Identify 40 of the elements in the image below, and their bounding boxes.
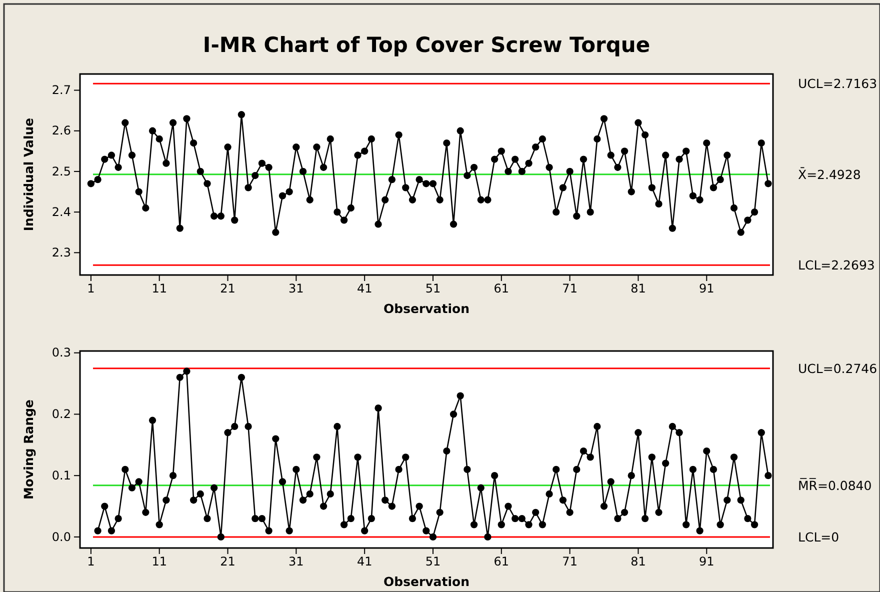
y-tick-label: 2.3 bbox=[52, 246, 71, 260]
x-tick-label: 61 bbox=[494, 554, 510, 569]
ref-line-label: UCL=2.7163 bbox=[798, 76, 878, 91]
ref-line-label: X̄=2.4928 bbox=[798, 166, 861, 182]
x-tick-label: 31 bbox=[288, 282, 304, 296]
y-axis-title: Individual Value bbox=[21, 118, 36, 232]
ref-line-label: M̅R̅=0.0840 bbox=[798, 478, 872, 493]
x-tick-label: 81 bbox=[630, 282, 646, 296]
x-tick-label: 1 bbox=[87, 282, 95, 296]
x-tick-label: 21 bbox=[220, 554, 236, 569]
ref-line-label: UCL=0.2746 bbox=[798, 360, 878, 376]
chart-title: I-MR Chart of Top Cover Screw Torque bbox=[202, 33, 650, 57]
x-tick-label: 51 bbox=[425, 282, 441, 296]
x-axis-title: Observation bbox=[384, 574, 470, 589]
x-tick-label: 31 bbox=[288, 554, 304, 569]
x-tick-label: 61 bbox=[494, 282, 510, 296]
y-tick-label: 0.2 bbox=[52, 407, 71, 422]
x-tick-label: 41 bbox=[356, 554, 372, 569]
x-tick-label: 11 bbox=[152, 554, 167, 569]
x-tick-label: 51 bbox=[425, 554, 441, 569]
y-tick-label: 0.0 bbox=[52, 530, 71, 544]
x-tick-label: 71 bbox=[562, 282, 578, 296]
x-tick-label: 11 bbox=[152, 282, 167, 296]
x-tick-label: 81 bbox=[630, 554, 646, 569]
y-tick-label: 2.4 bbox=[52, 204, 71, 219]
y-tick-label: 0.3 bbox=[52, 346, 71, 360]
x-axis-title: Observation bbox=[384, 301, 470, 316]
y-tick-label: 0.1 bbox=[52, 468, 71, 482]
ref-line-label: LCL=0 bbox=[798, 529, 840, 544]
x-tick-label: 41 bbox=[356, 282, 372, 296]
ref-line-label: LCL=2.2693 bbox=[798, 258, 875, 273]
y-axis-title: Moving Range bbox=[21, 399, 36, 500]
x-tick-label: 21 bbox=[220, 282, 236, 296]
x-tick-label: 1 bbox=[87, 554, 95, 569]
y-tick-label: 2.5 bbox=[52, 164, 71, 178]
y-tick-label: 2.6 bbox=[52, 124, 71, 138]
x-tick-label: 91 bbox=[699, 554, 714, 569]
x-tick-label: 91 bbox=[699, 282, 714, 296]
y-tick-label: 2.7 bbox=[52, 83, 71, 98]
x-tick-label: 71 bbox=[562, 554, 578, 569]
